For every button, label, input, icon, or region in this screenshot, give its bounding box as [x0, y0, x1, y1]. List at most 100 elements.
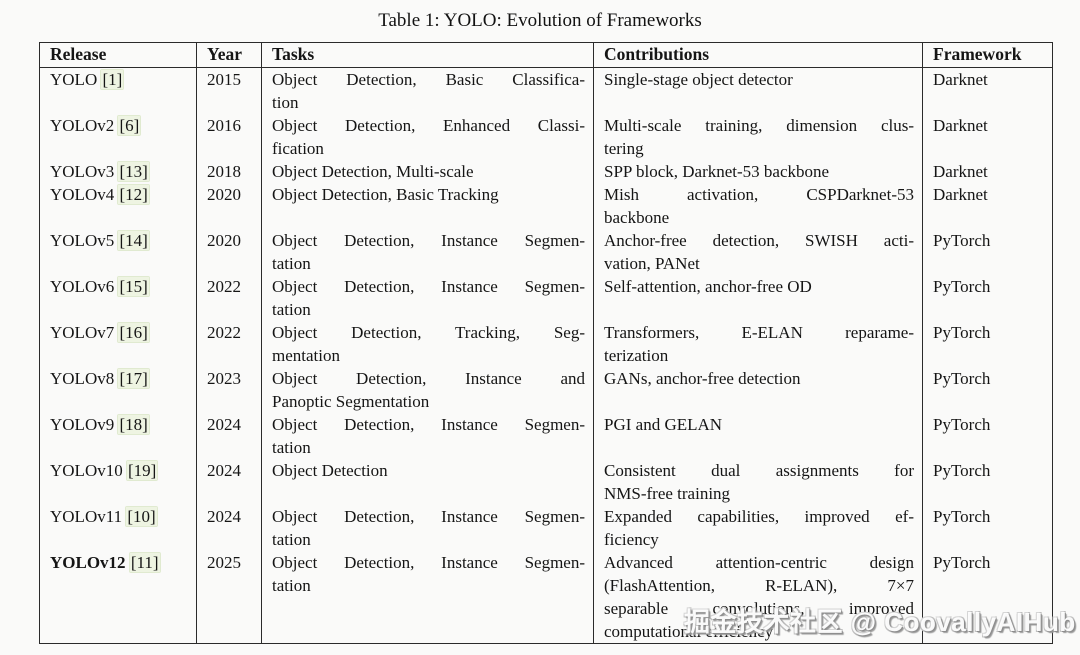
release-cell: YOLO [1] [39, 67, 197, 114]
tasks-cell: Object Detection, Instance Segmen-tation [261, 275, 594, 321]
citation-ref[interactable]: [15] [118, 277, 149, 296]
table-row: YOLOv3 [13] 2018 Object Detection, Multi… [39, 160, 1053, 183]
release-name: YOLOv8 [50, 369, 115, 388]
tasks-cell: Object Detection, Instance Segmen-tation [261, 229, 594, 275]
release-cell: YOLOv7 [16] [39, 321, 197, 367]
framework-cell: PyTorch [922, 551, 1053, 644]
release-cell: YOLOv9 [18] [39, 413, 197, 459]
release-cell: YOLOv11 [10] [39, 505, 197, 551]
framework-cell: PyTorch [922, 275, 1053, 321]
framework-cell: PyTorch [922, 459, 1053, 505]
year-cell: 2018 [196, 160, 262, 183]
contributions-cell: Single-stage object detector [593, 67, 923, 114]
watermark: 掘金技术社区 @ CoovallyAIHub [684, 607, 1076, 637]
release-name: YOLOv9 [50, 415, 115, 434]
tasks-cell: Object Detection, Instance Segmen-tation [261, 413, 594, 459]
year-cell: 2023 [196, 367, 262, 413]
tasks-cell: Object Detection, Tracking, Seg-mentatio… [261, 321, 594, 367]
table-row: YOLOv4 [12] 2020 Object Detection, Basic… [39, 183, 1053, 229]
framework-cell: PyTorch [922, 413, 1053, 459]
col-header-framework: Framework [922, 42, 1053, 68]
table-body: YOLO [1] 2015 Object Detection, Basic Cl… [39, 67, 1053, 644]
table-row: YOLOv10 [19] 2024 Object Detection Consi… [39, 459, 1053, 505]
col-header-tasks: Tasks [261, 42, 594, 68]
contributions-cell: SPP block, Darknet-53 backbone [593, 160, 923, 183]
citation-ref[interactable]: [12] [118, 185, 149, 204]
year-cell: 2024 [196, 413, 262, 459]
release-name: YOLO [50, 70, 98, 89]
framework-cell: PyTorch [922, 321, 1053, 367]
release-name: YOLOv11 [50, 507, 123, 526]
citation-ref[interactable]: [11] [129, 553, 160, 572]
citation-ref[interactable]: [10] [126, 507, 157, 526]
table-row: YOLOv11 [10] 2024 Object Detection, Inst… [39, 505, 1053, 551]
tasks-cell: Object Detection, Basic Tracking [261, 183, 594, 229]
release-name: YOLOv12 [50, 553, 126, 572]
year-cell: 2024 [196, 505, 262, 551]
framework-cell: Darknet [922, 114, 1053, 160]
yolo-evolution-table: Release Year Tasks Contributions Framewo… [39, 42, 1053, 644]
release-name: YOLOv6 [50, 277, 115, 296]
contributions-cell: PGI and GELAN [593, 413, 923, 459]
release-cell: YOLOv12 [11] [39, 551, 197, 644]
release-name: YOLOv10 [50, 461, 123, 480]
year-cell: 2020 [196, 229, 262, 275]
table-row: YOLOv8 [17] 2023 Object Detection, Insta… [39, 367, 1053, 413]
year-cell: 2024 [196, 459, 262, 505]
col-header-contributions: Contributions [593, 42, 923, 68]
citation-ref[interactable]: [13] [118, 162, 149, 181]
contributions-cell: Transformers, E-ELAN reparame-terization [593, 321, 923, 367]
citation-ref[interactable]: [1] [101, 70, 124, 89]
citation-ref[interactable]: [6] [118, 116, 141, 135]
release-cell: YOLOv6 [15] [39, 275, 197, 321]
release-name: YOLOv2 [50, 116, 115, 135]
year-cell: 2020 [196, 183, 262, 229]
tasks-cell: Object Detection [261, 459, 594, 505]
release-cell: YOLOv5 [14] [39, 229, 197, 275]
table-row: YOLOv6 [15] 2022 Object Detection, Insta… [39, 275, 1053, 321]
year-cell: 2022 [196, 321, 262, 367]
release-cell: YOLOv8 [17] [39, 367, 197, 413]
release-cell: YOLOv3 [13] [39, 160, 197, 183]
contributions-cell: Mish activation, CSPDarknet-53 backbone [593, 183, 923, 229]
contributions-cell: Anchor-free detection, SWISH acti-vation… [593, 229, 923, 275]
framework-cell: Darknet [922, 183, 1053, 229]
table-row: YOLOv5 [14] 2020 Object Detection, Insta… [39, 229, 1053, 275]
col-header-year: Year [196, 42, 262, 68]
contributions-cell: Advanced attention-centric design (FlashA… [593, 551, 923, 644]
table-title: Table 1: YOLO: Evolution of Frameworks [378, 10, 702, 31]
contributions-cell: Multi-scale training, dimension clus-ter… [593, 114, 923, 160]
citation-ref[interactable]: [17] [118, 369, 149, 388]
tasks-cell: Object Detection, Instance and Panoptic S… [261, 367, 594, 413]
release-cell: YOLOv2 [6] [39, 114, 197, 160]
citation-ref[interactable]: [16] [118, 323, 149, 342]
table-row: YOLOv7 [16] 2022 Object Detection, Track… [39, 321, 1053, 367]
year-cell: 2025 [196, 551, 262, 644]
contributions-cell: Self-attention, anchor-free OD [593, 275, 923, 321]
year-cell: 2016 [196, 114, 262, 160]
tasks-cell: Object Detection, Multi-scale [261, 160, 594, 183]
tasks-cell: Object Detection, Enhanced Classi-ficati… [261, 114, 594, 160]
citation-ref[interactable]: [18] [118, 415, 149, 434]
framework-cell: Darknet [922, 67, 1053, 114]
contributions-cell: GANs, anchor-free detection [593, 367, 923, 413]
framework-cell: Darknet [922, 160, 1053, 183]
citation-ref[interactable]: [19] [126, 461, 158, 480]
release-name: YOLOv7 [50, 323, 115, 342]
contributions-cell: Consistent dual assignments for NMS-free … [593, 459, 923, 505]
release-name: YOLOv5 [50, 231, 115, 250]
year-cell: 2022 [196, 275, 262, 321]
release-cell: YOLOv4 [12] [39, 183, 197, 229]
col-header-release: Release [39, 42, 197, 68]
tasks-cell: Object Detection, Basic Classifica-tion [261, 67, 594, 114]
citation-ref[interactable]: [14] [118, 231, 149, 250]
year-cell: 2015 [196, 67, 262, 114]
table-row: YOLO [1] 2015 Object Detection, Basic Cl… [39, 67, 1053, 114]
release-cell: YOLOv10 [19] [39, 459, 197, 505]
table-row: YOLOv12 [11] 2025 Object Detection, Inst… [39, 551, 1053, 644]
table-row: YOLOv2 [6] 2016 Object Detection, Enhanc… [39, 114, 1053, 160]
framework-cell: PyTorch [922, 505, 1053, 551]
tasks-cell: Object Detection, Instance Segmen-tation [261, 505, 594, 551]
tasks-cell: Object Detection, Instance Segmen-tation [261, 551, 594, 644]
